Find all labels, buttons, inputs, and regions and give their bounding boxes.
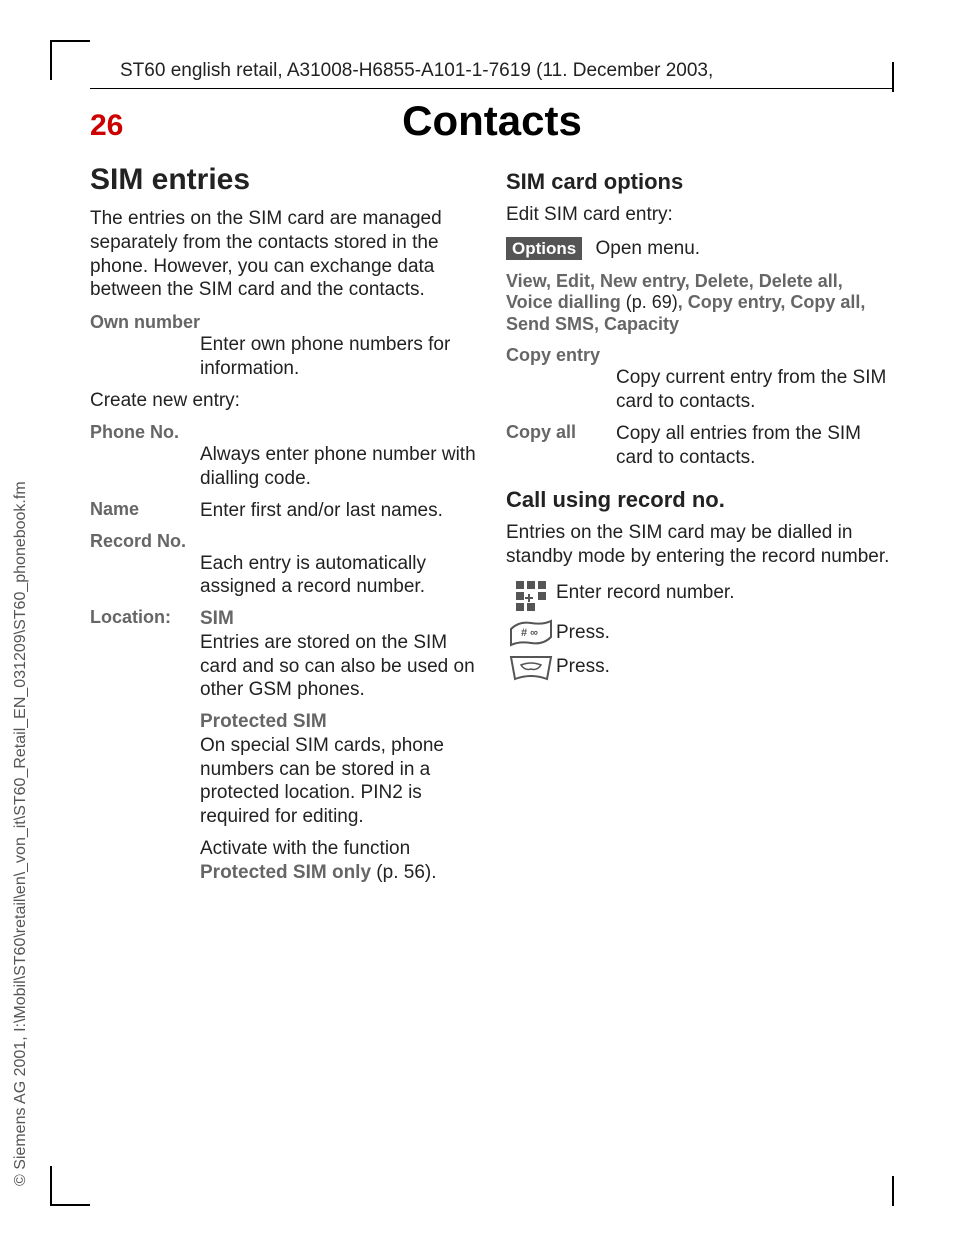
name-label: Name: [90, 499, 200, 523]
enter-record-number: Enter record number.: [556, 579, 734, 613]
edit-sim-entry: Edit SIM card entry:: [506, 203, 894, 227]
location-desc: Entries are stored on the SIM card and s…: [200, 632, 475, 701]
divider: [90, 88, 894, 89]
page-title: Contacts: [150, 97, 834, 145]
create-new-entry: Create new entry:: [90, 389, 478, 413]
options-button[interactable]: Options: [506, 237, 582, 260]
own-number-desc: Enter own phone numbers for information.: [200, 333, 478, 381]
svg-text:# ∞: # ∞: [521, 627, 538, 639]
call-intro: Entries on the SIM card may be dialled i…: [506, 521, 894, 569]
crop-mark: [892, 1176, 894, 1206]
options-open-menu: Options Open menu.: [506, 237, 894, 261]
activate-line: Activate with the function Protected SIM…: [200, 837, 478, 885]
press-call: Press.: [556, 653, 610, 683]
crop-mark: [50, 1204, 90, 1206]
hash-key-icon: # ∞: [506, 619, 556, 647]
crop-mark: [50, 40, 52, 80]
press-hash: Press.: [556, 619, 610, 647]
phone-no-desc: Always enter phone number with dialling …: [200, 443, 478, 491]
page-number: 26: [90, 109, 150, 143]
name-desc: Enter first and/or last names.: [200, 499, 443, 523]
side-copyright: © Siemens AG 2001, I:\Mobil\ST60\retail\…: [12, 481, 30, 1186]
protected-sim-label: Protected SIM: [200, 711, 327, 732]
crop-mark: [50, 1166, 52, 1206]
own-number-label: Own number: [90, 312, 478, 333]
call-using-record-title: Call using record no.: [506, 487, 894, 513]
sim-entries-intro: The entries on the SIM card are managed …: [90, 207, 478, 302]
copy-all-label: Copy all: [506, 422, 616, 470]
sim-card-options-title: SIM card options: [506, 169, 894, 195]
left-column: SIM entries The entries on the SIM card …: [90, 159, 478, 892]
location-label: Location:: [90, 607, 200, 702]
record-no-desc: Each entry is automatically assigned a r…: [200, 552, 478, 600]
record-no-label: Record No.: [90, 531, 478, 552]
options-menu-items: View, Edit, New entry, Delete, Delete al…: [506, 271, 894, 336]
doc-header: ST60 english retail, A31008-H6855-A101-1…: [120, 60, 894, 82]
keypad-icon: [506, 579, 556, 613]
call-key-icon: [506, 653, 556, 683]
location-value: SIM: [200, 608, 234, 629]
crop-mark: [50, 40, 90, 42]
section-sim-entries: SIM entries: [90, 163, 478, 197]
copy-entry-label: Copy entry: [506, 345, 894, 366]
copy-all-desc: Copy all entries from the SIM card to co…: [616, 422, 894, 470]
right-column: SIM card options Edit SIM card entry: Op…: [506, 159, 894, 892]
phone-no-label: Phone No.: [90, 422, 478, 443]
copy-entry-desc: Copy current entry from the SIM card to …: [616, 366, 894, 414]
protected-sim-desc: On special SIM cards, phone numbers can …: [200, 735, 444, 827]
crop-mark: [892, 62, 894, 92]
